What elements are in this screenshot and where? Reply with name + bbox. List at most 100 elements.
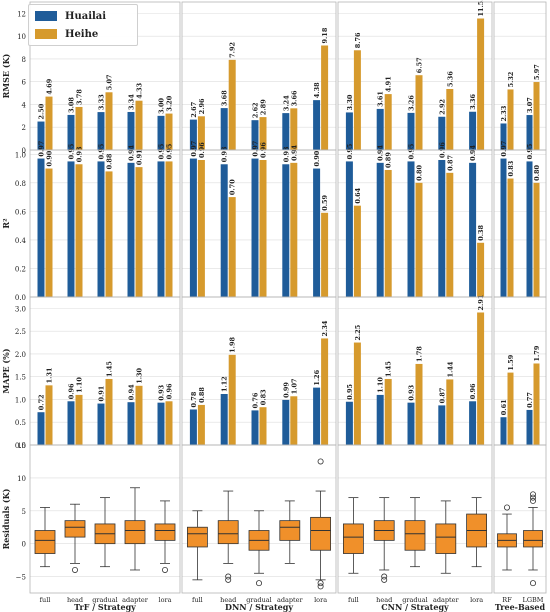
box-body: [279, 520, 301, 541]
data-label-huailai-r2: 0.95: [98, 143, 106, 159]
bar-heihe-rmse: [165, 113, 173, 150]
box-outlier: [225, 573, 232, 580]
data-label-huailai-rmse: 3.26: [408, 95, 416, 111]
bar-heihe-mape: [415, 363, 423, 445]
x-tick-label: full: [192, 596, 203, 604]
box-outlier: [225, 576, 232, 583]
bar-huailai-mape: [97, 403, 105, 445]
x-tick-label: gradual: [246, 596, 271, 604]
bar-heihe-r2: [197, 159, 205, 297]
bar-heihe-r2: [45, 168, 53, 297]
y-tick-label-r2: 1.0: [15, 151, 26, 159]
data-label-heihe-mape: 1.45: [385, 361, 393, 377]
bar-huailai-mape: [282, 399, 290, 445]
y-tick-label-r2: 0.2: [15, 265, 26, 273]
bar-huailai-r2: [37, 158, 45, 297]
bar-heihe-mape: [105, 378, 113, 445]
bar-huailai-r2: [189, 158, 197, 297]
bar-huailai-r2: [220, 164, 228, 297]
x-tick-label: gradual: [92, 596, 117, 604]
bar-heihe-r2: [415, 182, 423, 297]
bar-huailai-rmse: [469, 111, 477, 150]
data-label-huailai-rmse: 2.33: [500, 105, 508, 121]
y-tick-label-residuals: 5: [22, 508, 26, 516]
data-label-heihe-rmse: 5.32: [507, 72, 515, 88]
data-label-heihe-mape: 1.31: [46, 368, 54, 384]
bar-heihe-r2: [228, 197, 236, 297]
y-axis-label-mape: MAPE (%): [1, 348, 11, 393]
y-tick-label-rmse: 2: [22, 124, 26, 132]
bar-huailai-r2: [282, 164, 290, 297]
bar-huailai-r2: [376, 162, 384, 297]
data-label-huailai-r2: 0.97: [252, 141, 260, 157]
data-label-huailai-r2: 0.94: [128, 145, 136, 161]
y-tick-label-mape: 2.5: [15, 328, 26, 336]
data-label-huailai-r2: 0.95: [346, 143, 354, 159]
data-label-heihe-r2: 0.95: [166, 143, 174, 159]
data-label-huailai-mape: 0.93: [408, 384, 416, 400]
bar-huailai-rmse: [97, 112, 105, 150]
box-outlier: [381, 576, 388, 583]
data-label-heihe-r2: 0.80: [533, 165, 541, 181]
data-label-huailai-mape: 0.78: [190, 391, 198, 407]
data-label-huailai-r2: 0.95: [68, 143, 76, 159]
bar-huailai-rmse: [251, 120, 259, 150]
x-tick-label: full: [40, 596, 51, 604]
data-label-heihe-r2: 0.90: [46, 150, 54, 166]
bar-heihe-rmse: [415, 75, 423, 150]
x-tick-label: RF: [502, 596, 512, 604]
bar-huailai-rmse: [500, 123, 507, 150]
box-body: [124, 520, 146, 545]
box-outlier: [530, 494, 537, 501]
data-label-heihe-r2: 0.88: [106, 153, 114, 169]
bar-huailai-mape: [313, 387, 321, 445]
bar-heihe-mape: [135, 385, 143, 445]
data-label-heihe-mape: 2.91: [477, 295, 485, 311]
data-label-huailai-rmse: 3.36: [469, 93, 477, 109]
bar-huailai-mape: [438, 405, 446, 445]
data-label-huailai-r2: 0.95: [158, 143, 166, 159]
data-label-heihe-mape: 2.25: [354, 324, 362, 340]
data-label-huailai-mape: 1.26: [313, 369, 321, 385]
bar-heihe-r2: [135, 167, 143, 297]
bar-huailai-rmse: [127, 111, 135, 150]
panel-frame: [181, 149, 337, 298]
data-label-heihe-mape: 1.79: [533, 345, 541, 361]
x-axis-label: DNN / Strategy: [225, 602, 293, 612]
bar-huailai-r2: [97, 161, 105, 297]
bar-heihe-rmse: [477, 18, 485, 151]
panel-frame: [337, 1, 493, 151]
box-outlier: [161, 566, 168, 573]
box-body: [186, 526, 208, 548]
data-label-heihe-r2: 0.80: [416, 165, 424, 181]
legend-label-heihe: Heihe: [65, 28, 99, 40]
bar-huailai-mape: [500, 417, 507, 445]
box-outlier: [317, 458, 324, 465]
x-tick-label: head: [67, 596, 83, 604]
x-tick-label: gradual: [402, 596, 427, 604]
bar-huailai-rmse: [313, 100, 321, 150]
y-tick-label-rmse: 4: [22, 101, 27, 109]
y-tick-label-mape: 0.0: [15, 442, 26, 450]
legend-label-huailai: Huailai: [65, 10, 107, 22]
y-tick-label-rmse: 12: [17, 10, 26, 18]
bar-huailai-rmse: [345, 112, 353, 150]
bar-heihe-r2: [321, 212, 329, 297]
bar-heihe-r2: [446, 172, 454, 297]
y-tick-label-r2: 0.0: [15, 294, 26, 302]
data-label-heihe-mape: 1.59: [507, 354, 515, 370]
y-tick-label-rmse: 0: [22, 147, 26, 155]
bar-heihe-rmse: [446, 88, 454, 150]
data-label-huailai-mape: 0.61: [500, 399, 508, 415]
bar-huailai-mape: [469, 401, 477, 445]
data-label-huailai-rmse: 3.34: [128, 94, 136, 110]
bar-heihe-mape: [533, 363, 540, 445]
data-label-huailai-r2: 0.93: [282, 146, 290, 162]
data-label-huailai-rmse: 3.30: [346, 94, 354, 110]
box-body: [154, 523, 176, 541]
data-label-heihe-rmse: 9.18: [321, 27, 329, 43]
data-label-huailai-r2: 0.94: [377, 145, 385, 161]
data-label-heihe-mape: 1.78: [416, 346, 424, 362]
data-label-heihe-rmse: 4.91: [385, 76, 393, 92]
data-label-huailai-r2: 0.93: [221, 146, 229, 162]
